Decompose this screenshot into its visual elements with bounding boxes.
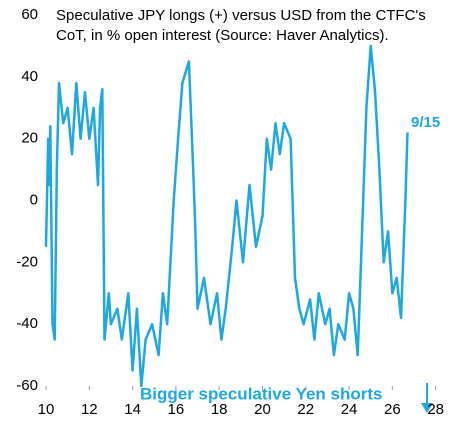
arrow-head bbox=[421, 403, 433, 413]
x-tick-label: 10 bbox=[38, 401, 55, 418]
data-line bbox=[44, 44, 409, 388]
x-tick-label: 26 bbox=[384, 401, 401, 418]
y-tick-label: -20 bbox=[16, 253, 38, 270]
annotation: Bigger speculative Yen shorts bbox=[140, 384, 383, 403]
annotation: 9/15 bbox=[411, 114, 440, 131]
x-tick-label: 20 bbox=[254, 401, 271, 418]
y-tick-label: -60 bbox=[16, 377, 38, 394]
chart-title: Speculative JPY longs (+) versus USD fro… bbox=[56, 7, 426, 24]
x-tick-label: 14 bbox=[124, 401, 141, 418]
x-tick-label: 24 bbox=[341, 401, 358, 418]
y-tick-label: 60 bbox=[21, 6, 38, 23]
x-tick-label: 22 bbox=[297, 401, 314, 418]
y-tick-label: 0 bbox=[30, 191, 38, 208]
y-tick-label: -40 bbox=[16, 315, 38, 332]
x-tick-label: 12 bbox=[81, 401, 98, 418]
x-tick-label: 16 bbox=[168, 401, 185, 418]
y-tick-label: 20 bbox=[21, 130, 38, 147]
y-tick-label: 40 bbox=[21, 68, 38, 85]
chart-title: CoT, in % open interest (Source: Haver A… bbox=[56, 27, 389, 44]
x-tick-label: 28 bbox=[427, 401, 444, 418]
x-tick-label: 18 bbox=[211, 401, 228, 418]
